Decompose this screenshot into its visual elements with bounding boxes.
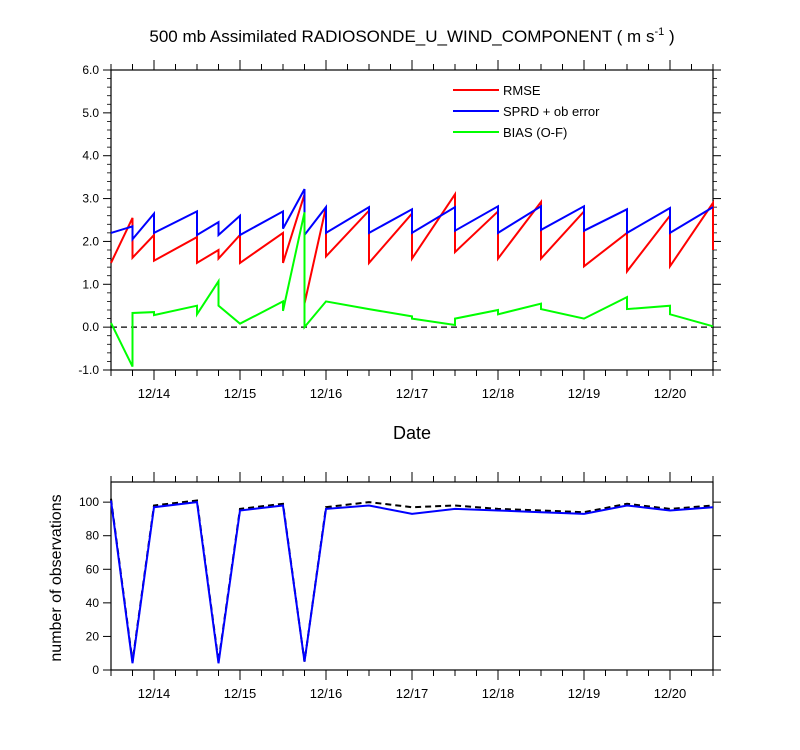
- top-axes: -1.0 0.0 1.0 2.0 3.0 4.0 5.0 6.0 12/14 12/15 12/16…: [78, 60, 721, 401]
- x-tick-label: 12/18: [482, 686, 515, 701]
- chart-title: 500 mb Assimilated RADIOSONDE_U_WIND_COM…: [149, 26, 674, 46]
- x-tick-label: 12/16: [310, 686, 343, 701]
- bottom-series: [110, 498, 714, 664]
- series-line-assimilated-observations: [110, 500, 714, 664]
- y-tick-label: -1.0: [78, 363, 99, 377]
- chart-title-close: ): [664, 27, 674, 46]
- x-tick-label: 12/14: [138, 386, 171, 401]
- y-tick-label: 3.0: [82, 192, 99, 206]
- y-tick-label: 40: [86, 596, 100, 610]
- y-tick-label: 4.0: [82, 149, 99, 163]
- chart-title-exponent: -1: [654, 26, 664, 38]
- series-line-total-observations: [110, 498, 714, 662]
- bottom-chart: 0 20 40 60 80 100 12/14 12/15 12/16 12/17 12/18 12/…: [48, 472, 721, 701]
- x-tick-label: 12/14: [138, 686, 171, 701]
- top-legend: RMSE SPRD + ob error BIAS (O-F): [453, 83, 600, 140]
- x-tick-label: 12/20: [654, 686, 687, 701]
- y-tick-label: 2.0: [82, 234, 99, 248]
- y-tick-label: 0.0: [82, 320, 99, 334]
- series-line-sprd-ob-error: [110, 188, 714, 243]
- x-axis-label: Date: [393, 423, 431, 443]
- y-tick-label: 80: [86, 529, 100, 543]
- x-tick-label: 12/15: [224, 686, 257, 701]
- legend-label: SPRD + ob error: [503, 104, 600, 119]
- y-tick-label: 100: [79, 495, 99, 509]
- y-tick-label: 1.0: [82, 277, 99, 291]
- y-tick-label: 20: [86, 629, 100, 643]
- bottom-axes: 0 20 40 60 80 100 12/14 12/15 12/16 12/17 12/18 12/…: [79, 472, 721, 701]
- plot-frame: [110, 481, 714, 671]
- y-tick-label: 6.0: [82, 63, 99, 77]
- y-tick-label: 60: [86, 562, 100, 576]
- legend-label: RMSE: [503, 83, 541, 98]
- x-tick-label: 12/17: [396, 686, 429, 701]
- y-axis-label: number of observations: [48, 494, 65, 661]
- x-tick-label: 12/17: [396, 386, 429, 401]
- top-series: [110, 188, 714, 368]
- y-tick-label: 5.0: [82, 106, 99, 120]
- x-tick-label: 12/19: [568, 686, 601, 701]
- chart-title-main: 500 mb Assimilated RADIOSONDE_U_WIND_COM…: [149, 27, 654, 46]
- series-line-bias-o-f: [110, 212, 714, 368]
- top-chart: 500 mb Assimilated RADIOSONDE_U_WIND_COM…: [78, 26, 721, 443]
- x-tick-label: 12/20: [654, 386, 687, 401]
- y-tick-label: 0: [92, 663, 99, 677]
- x-tick-label: 12/15: [224, 386, 257, 401]
- legend-label: BIAS (O-F): [503, 125, 567, 140]
- x-tick-label: 12/19: [568, 386, 601, 401]
- x-tick-label: 12/16: [310, 386, 343, 401]
- x-tick-label: 12/18: [482, 386, 515, 401]
